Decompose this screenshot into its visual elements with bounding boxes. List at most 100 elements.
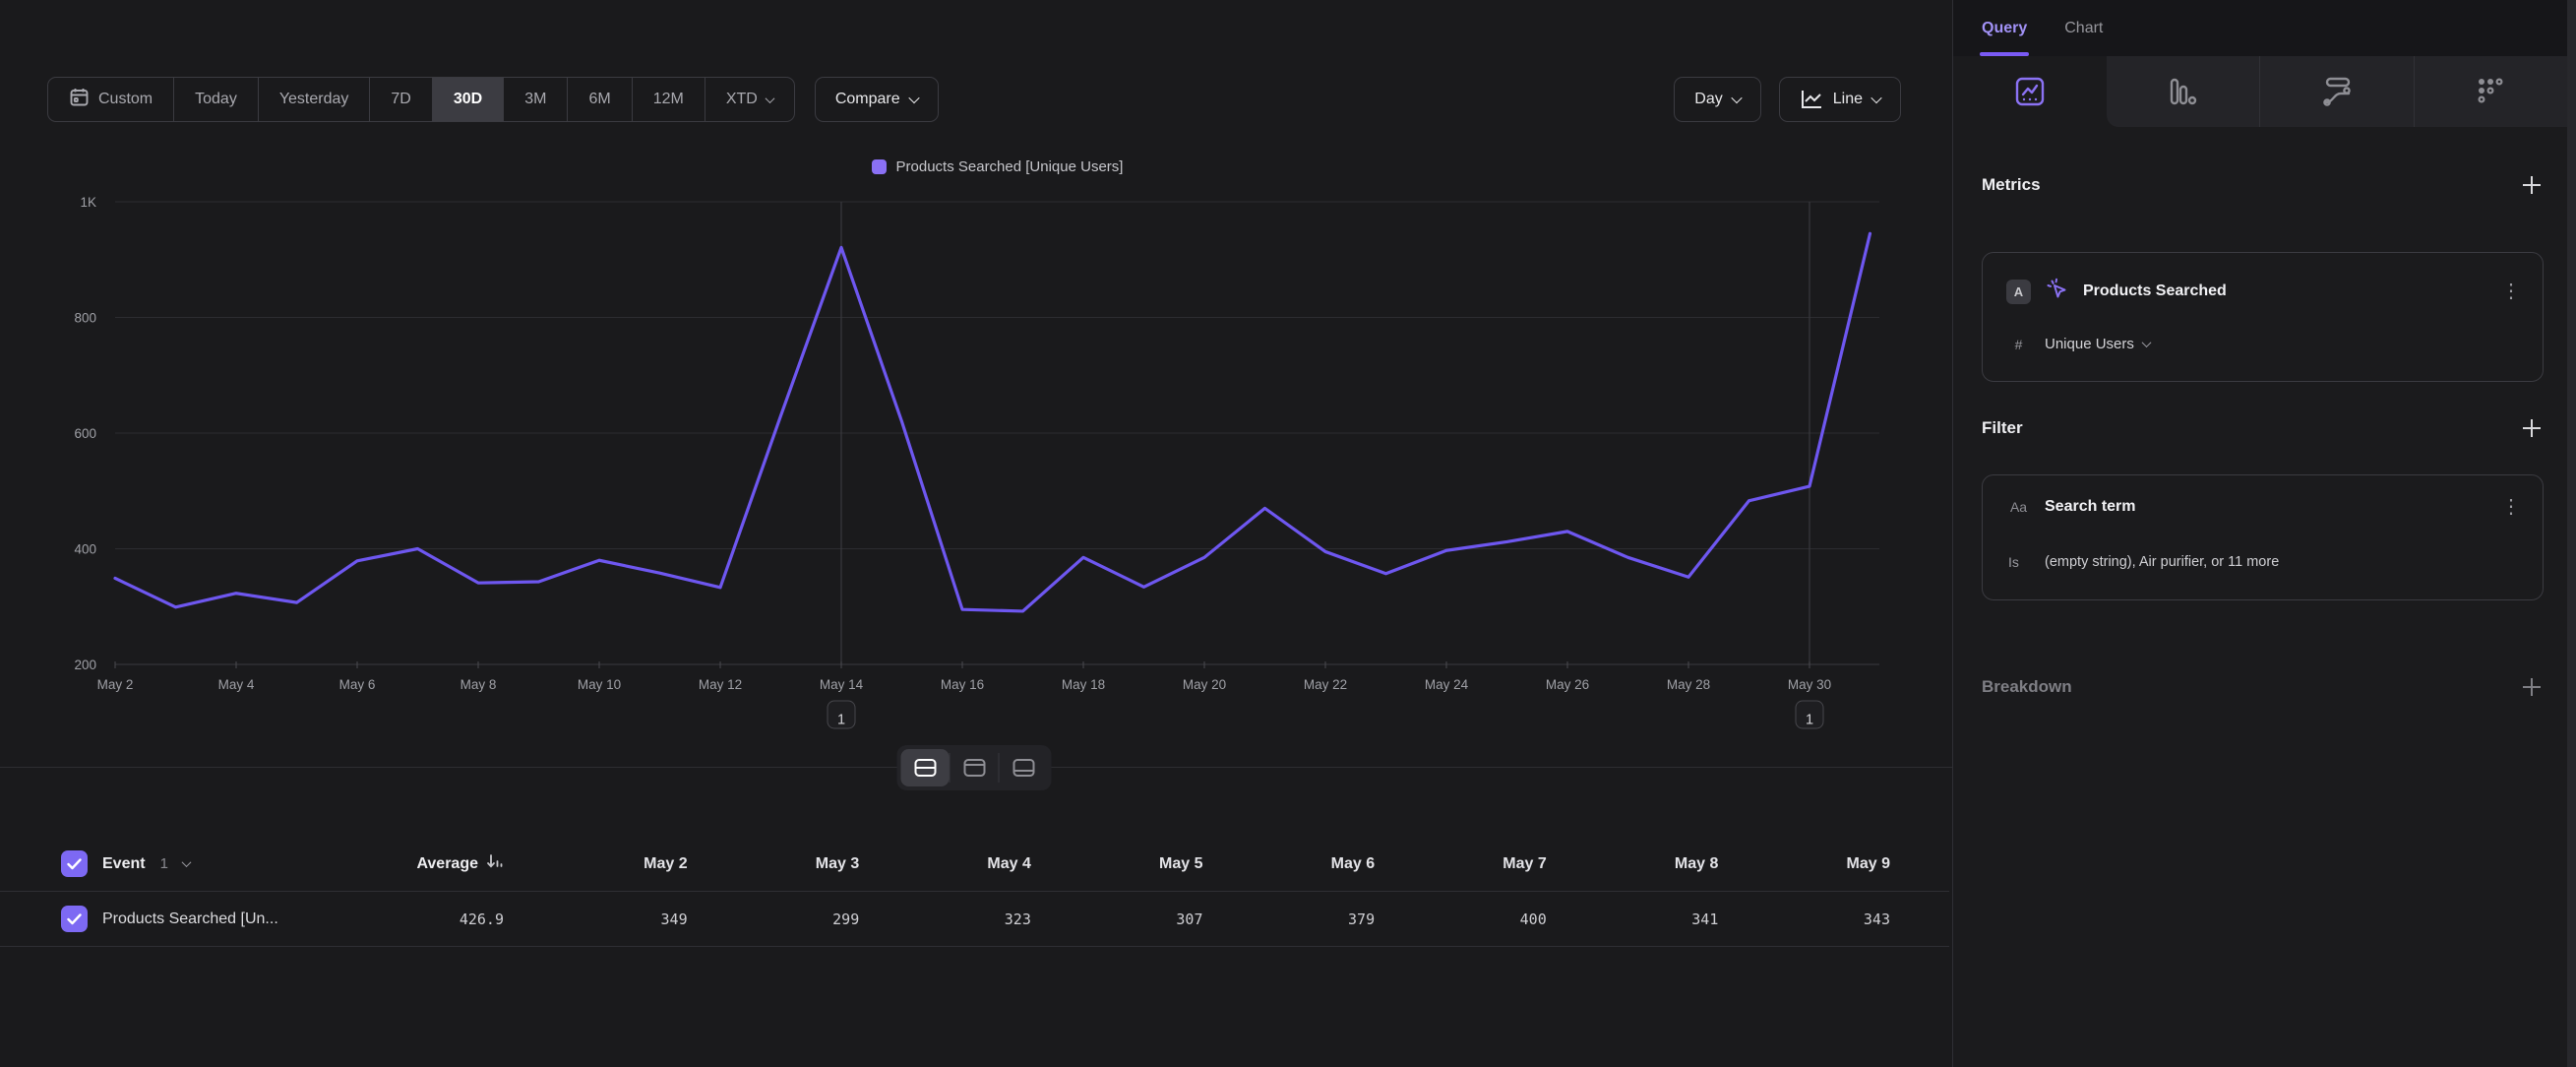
value-cell: 307 (1176, 910, 1203, 928)
range-xtd-button[interactable]: XTD (705, 78, 794, 121)
toggle-separator (998, 753, 1000, 783)
value-cell: 343 (1863, 910, 1890, 928)
x-axis-label: May 14 (820, 677, 864, 692)
filter-property-name[interactable]: Search term (2045, 498, 2136, 515)
value-cell: 379 (1348, 910, 1376, 928)
add-filter-button[interactable] (2520, 416, 2544, 440)
range-label: Today (195, 91, 237, 107)
filter-card[interactable]: Aa Search term ⋮ Is (empty string), Air … (1982, 474, 2544, 600)
chevron-down-icon (1871, 92, 1882, 104)
date-column-header[interactable]: May 6 (1330, 854, 1376, 872)
x-axis-label: May 12 (699, 677, 742, 692)
filter-value[interactable]: (empty string), Air purifier, or 11 more (2045, 554, 2280, 570)
range-today-button[interactable]: Today (174, 78, 259, 121)
filter-section-header: Filter (1982, 413, 2544, 443)
add-metric-button[interactable] (2520, 173, 2544, 197)
compare-button[interactable]: Compare (814, 77, 939, 122)
y-axis-label: 400 (74, 542, 96, 557)
tab-funnels[interactable] (2106, 56, 2259, 127)
main-content-area: 200 400 600 800 1K May 2 May 4 May 6 May 8 May 10… (0, 0, 1952, 1067)
chart-toolbar: Custom Today Yesterday 7D 30D 3M 6M 12M XTD Comp… (47, 77, 1901, 122)
x-axis-label: May 16 (941, 677, 984, 692)
toggle-separator (949, 753, 951, 783)
tab-query[interactable]: Query (1979, 0, 2030, 56)
filter-menu-icon[interactable]: ⋮ (2501, 496, 2521, 518)
tab-retention[interactable] (2413, 56, 2567, 127)
value-cell: 400 (1519, 910, 1547, 928)
legend-swatch[interactable] (871, 159, 887, 174)
range-6m-button[interactable]: 6M (568, 78, 633, 121)
range-yesterday-button[interactable]: Yesterday (259, 78, 371, 121)
range-label: Custom (98, 91, 153, 107)
range-label: XTD (725, 91, 758, 107)
x-axis-label: May 10 (578, 677, 621, 692)
tab-flows[interactable] (2259, 56, 2414, 127)
line-series[interactable] (113, 231, 1872, 613)
x-axis-label: May 22 (1304, 677, 1347, 692)
table-header-row: Event 1 Average May 2 May 3 May 4 May 5 May … (0, 837, 1949, 892)
select-all-checkbox[interactable] (61, 850, 88, 877)
layout-split-view-button[interactable] (900, 749, 950, 786)
range-label: 7D (391, 91, 411, 107)
compare-label: Compare (834, 91, 900, 107)
range-3m-button[interactable]: 3M (504, 78, 569, 121)
range-label: 3M (524, 91, 547, 107)
chevron-down-icon (2141, 338, 2152, 348)
row-checkbox[interactable] (61, 906, 88, 932)
x-axis-label: May 24 (1425, 677, 1469, 692)
date-column-header[interactable]: May 8 (1674, 854, 1719, 872)
legend-label[interactable]: Products Searched [Unique Users] (895, 158, 1124, 175)
line-chart[interactable]: 200 400 600 800 1K May 2 May 4 May 6 May 8 May 10… (0, 0, 1952, 1067)
table-row[interactable]: Products Searched [Un... 426.9 349 299 323… (0, 892, 1949, 947)
average-column-header[interactable]: Average (295, 837, 504, 891)
aggregation-selector[interactable]: Unique Users (2045, 336, 2152, 352)
chart-legend: Products Searched [Unique Users] (115, 158, 1879, 175)
tab-chart[interactable]: Chart (2064, 19, 2104, 36)
x-axis-label: May 28 (1667, 677, 1710, 692)
date-column-header[interactable]: May 9 (1846, 854, 1890, 872)
x-axis-label: May 8 (460, 677, 497, 692)
date-column-header[interactable]: May 7 (1503, 854, 1547, 872)
filter-operator[interactable]: Is (2008, 554, 2019, 570)
add-breakdown-button[interactable] (2520, 675, 2544, 699)
annotation-badge[interactable] (827, 700, 856, 729)
metric-card[interactable]: A Products Searched ⋮ # Unique Users (1982, 252, 2544, 382)
annotation-badge[interactable] (1795, 700, 1824, 729)
range-label: 6M (588, 91, 611, 107)
layout-chart-only-button[interactable] (951, 749, 999, 786)
date-column-header[interactable]: May 3 (815, 854, 860, 872)
date-column-headers: May 2 May 3 May 4 May 5 May 6 May 7 May 8 May 9 (531, 837, 1906, 891)
date-column-header[interactable]: May 4 (987, 854, 1031, 872)
query-panel: Query Chart Metrics A Product (1952, 0, 2576, 1067)
tab-insights[interactable] (1953, 56, 2107, 127)
chevron-down-icon (907, 92, 920, 104)
breakdown-section-header: Breakdown (1982, 672, 2544, 702)
granularity-button[interactable]: Day (1674, 77, 1761, 122)
range-7d-button[interactable]: 7D (370, 78, 433, 121)
panel-scrollbar[interactable] (2567, 0, 2576, 1067)
breakdown-table: Event 1 Average May 2 May 3 May 4 May 5 May … (0, 837, 1949, 947)
layout-table-only-button[interactable] (1000, 749, 1048, 786)
chart-type-label: Line (1832, 91, 1863, 107)
range-custom-button[interactable]: Custom (48, 78, 175, 121)
y-axis-label: 600 (74, 426, 96, 441)
value-cell: 323 (1004, 910, 1031, 928)
chart-type-button[interactable]: Line (1778, 77, 1901, 122)
x-axis-label: May 4 (218, 677, 255, 692)
calendar-icon (69, 87, 90, 112)
date-column-header[interactable]: May 5 (1159, 854, 1203, 872)
metric-menu-icon[interactable]: ⋮ (2501, 281, 2521, 302)
x-axis-label: May 20 (1183, 677, 1226, 692)
metrics-title: Metrics (1982, 175, 2041, 194)
layout-toggle-group (896, 745, 1052, 790)
x-axis-label: May 30 (1788, 677, 1831, 692)
range-12m-button[interactable]: 12M (633, 78, 705, 121)
date-column-header[interactable]: May 2 (644, 854, 688, 872)
metric-event-name[interactable]: Products Searched (2083, 282, 2227, 299)
value-cell: 299 (832, 910, 860, 928)
chevron-down-icon[interactable] (181, 857, 192, 868)
x-axis-label: May 6 (339, 677, 376, 692)
annotation-badge-label: 1 (837, 712, 845, 727)
range-30d-button[interactable]: 30D (432, 78, 505, 121)
row-series-name: Products Searched [Un... (102, 910, 278, 927)
